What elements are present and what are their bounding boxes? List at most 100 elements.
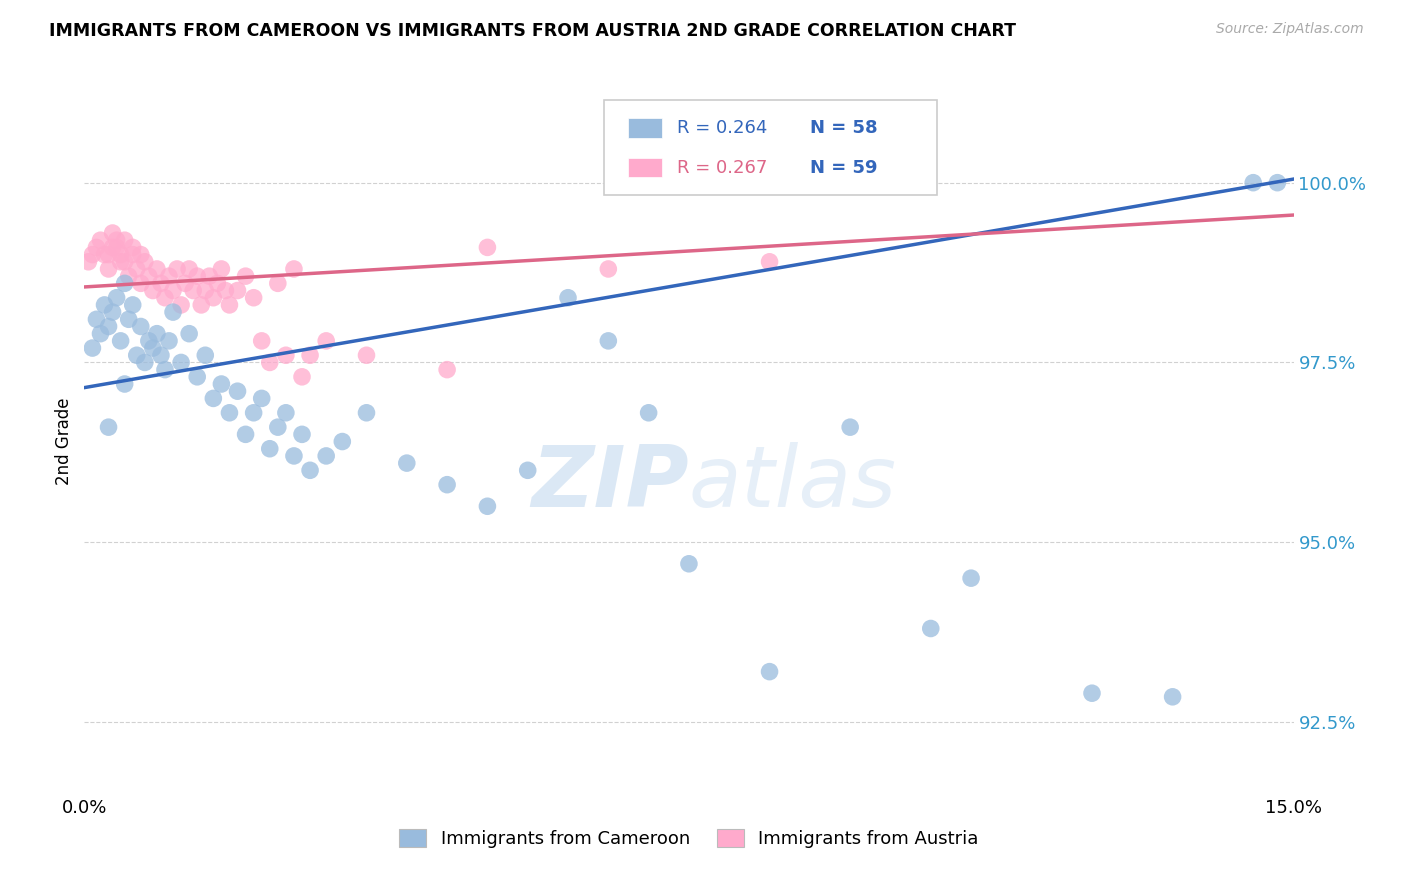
Point xyxy=(157,334,180,348)
Point xyxy=(960,571,983,585)
Point xyxy=(202,392,225,406)
Point xyxy=(93,247,115,261)
Point xyxy=(97,420,120,434)
Text: atlas: atlas xyxy=(689,442,897,525)
Point xyxy=(395,456,418,470)
Point xyxy=(202,291,225,305)
Point xyxy=(138,269,160,284)
Point xyxy=(242,406,264,420)
Point xyxy=(291,369,314,384)
Point xyxy=(242,291,264,305)
Bar xyxy=(628,118,662,138)
Point xyxy=(209,377,232,392)
Point xyxy=(186,269,208,284)
Point xyxy=(267,277,290,291)
Point xyxy=(149,348,172,362)
Point xyxy=(218,406,240,420)
Point xyxy=(121,240,143,254)
Point xyxy=(105,240,128,254)
Point xyxy=(356,406,378,420)
FancyBboxPatch shape xyxy=(605,100,936,194)
Point xyxy=(1161,690,1184,704)
Text: N = 58: N = 58 xyxy=(810,119,877,137)
Point xyxy=(134,355,156,369)
Point xyxy=(436,477,458,491)
Point xyxy=(86,312,108,326)
Point xyxy=(129,277,152,291)
Point xyxy=(121,298,143,312)
Point xyxy=(218,298,240,312)
Point xyxy=(477,240,499,254)
Point xyxy=(174,277,197,291)
Text: ZIP: ZIP xyxy=(531,442,689,525)
Text: R = 0.267: R = 0.267 xyxy=(676,159,768,177)
Point xyxy=(114,377,136,392)
Point xyxy=(157,269,180,284)
Point xyxy=(598,334,620,348)
Point xyxy=(110,334,132,348)
Point xyxy=(129,319,152,334)
Point xyxy=(516,463,538,477)
Point xyxy=(330,434,353,449)
Point xyxy=(598,262,620,277)
Point xyxy=(179,326,201,341)
Point xyxy=(89,326,111,341)
Y-axis label: 2nd Grade: 2nd Grade xyxy=(55,398,73,485)
Point xyxy=(678,557,700,571)
Point xyxy=(207,277,229,291)
Point xyxy=(356,348,378,362)
Point xyxy=(105,233,128,247)
Point xyxy=(121,247,143,261)
Point xyxy=(125,348,148,362)
Point xyxy=(101,240,124,254)
Point xyxy=(637,406,659,420)
Point xyxy=(299,348,322,362)
Point xyxy=(557,291,579,305)
Bar xyxy=(628,158,662,178)
Point xyxy=(170,355,193,369)
Point xyxy=(82,247,104,261)
Point xyxy=(226,284,249,298)
Point xyxy=(97,247,120,261)
Point xyxy=(235,427,257,442)
Point xyxy=(267,420,290,434)
Point xyxy=(162,305,184,319)
Point xyxy=(77,254,100,268)
Point xyxy=(1267,176,1289,190)
Point xyxy=(86,240,108,254)
Point xyxy=(82,341,104,355)
Point xyxy=(194,348,217,362)
Point xyxy=(250,334,273,348)
Point xyxy=(291,427,314,442)
Point xyxy=(146,326,169,341)
Text: Source: ZipAtlas.com: Source: ZipAtlas.com xyxy=(1216,22,1364,37)
Point xyxy=(209,262,232,277)
Point xyxy=(114,277,136,291)
Point xyxy=(315,334,337,348)
Point xyxy=(89,233,111,247)
Point xyxy=(153,291,176,305)
Point xyxy=(97,319,120,334)
Point xyxy=(114,254,136,268)
Point xyxy=(274,406,297,420)
Point xyxy=(477,500,499,514)
Point xyxy=(146,262,169,277)
Point xyxy=(93,298,115,312)
Point xyxy=(149,277,172,291)
Point xyxy=(134,254,156,268)
Point xyxy=(259,442,281,456)
Point xyxy=(118,312,141,326)
Point xyxy=(142,341,165,355)
Point xyxy=(226,384,249,399)
Point xyxy=(179,262,201,277)
Legend: Immigrants from Cameroon, Immigrants from Austria: Immigrants from Cameroon, Immigrants fro… xyxy=(392,822,986,855)
Point xyxy=(839,420,862,434)
Text: N = 59: N = 59 xyxy=(810,159,877,177)
Text: R = 0.264: R = 0.264 xyxy=(676,119,768,137)
Point xyxy=(436,362,458,376)
Point xyxy=(1081,686,1104,700)
Point xyxy=(259,355,281,369)
Point xyxy=(274,348,297,362)
Point xyxy=(118,269,141,284)
Point xyxy=(299,463,322,477)
